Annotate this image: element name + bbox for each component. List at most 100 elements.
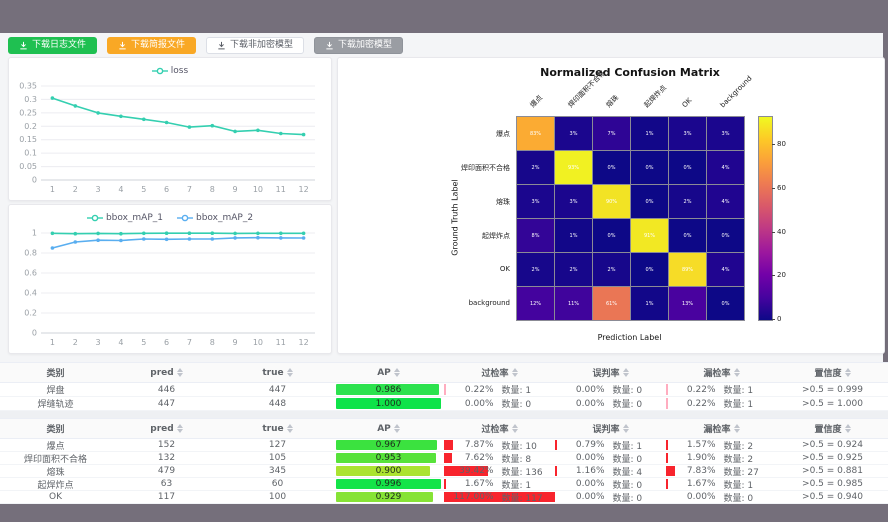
cell-misjudge-rate: 0.00% 数量: 0 [555, 383, 666, 397]
table-row: 焊盘 446 447 0.986 0.22% 数量: 1 0.00% 数量: 0 0.22% 数量… [0, 383, 888, 397]
cell-misjudge-rate: 0.00% 数量: 0 [555, 452, 666, 464]
col-header-true[interactable]: true [222, 424, 333, 434]
cell-misjudge-rate-count: 数量: 0 [612, 454, 643, 465]
col-header-confidence[interactable]: 置信度 [777, 422, 888, 435]
rate-bar [444, 466, 488, 476]
svg-text:4: 4 [118, 185, 123, 194]
col-header-ap[interactable]: AP [333, 424, 444, 434]
cm-row-label: background [468, 299, 510, 307]
col-header-category[interactable]: 类别 [0, 422, 111, 435]
svg-text:5: 5 [141, 185, 146, 194]
svg-text:8: 8 [210, 338, 215, 347]
rate-bar [666, 398, 668, 409]
svg-text:3: 3 [96, 338, 101, 347]
col-header-confidence[interactable]: 置信度 [777, 366, 888, 379]
sort-icon[interactable] [393, 424, 400, 433]
colorbar-tick-label: 20 [777, 271, 786, 280]
cell-over-rate-pct: 0.22% [464, 384, 494, 395]
col-header-label: 过检率 [481, 425, 509, 435]
legend-item-bbox_mAP_1[interactable]: bbox_mAP_1 [86, 213, 163, 223]
legend-line-icon [86, 214, 103, 222]
cm-cell: 1% [631, 117, 668, 150]
colorbar-tick-label: 0 [777, 315, 782, 323]
ap-bar [336, 479, 441, 489]
cell-miss-rate-pct: 1.57% [686, 440, 716, 450]
col-header-miss_rate[interactable]: 漏检率 [666, 366, 777, 379]
col-header-label: pred [150, 423, 174, 434]
svg-text:11: 11 [276, 338, 286, 347]
sort-icon[interactable] [286, 424, 293, 433]
legend-item-loss[interactable]: loss [151, 66, 188, 76]
cell-miss-rate-count: 数量: 27 [723, 467, 759, 478]
col-header-over_rate[interactable]: 过检率 [444, 422, 555, 435]
sort-icon[interactable] [733, 424, 740, 433]
cm-cell: 89% [669, 253, 706, 286]
download-unencrypted-model-button[interactable]: 下载非加密模型 [206, 37, 305, 54]
col-header-misjudge_rate[interactable]: 误判率 [555, 422, 666, 435]
sort-icon[interactable] [393, 368, 400, 377]
col-header-pred[interactable]: pred [111, 368, 222, 378]
cell-misjudge-rate: 0.00% 数量: 0 [555, 478, 666, 490]
download-icon [20, 41, 27, 50]
cm-col-label: 熔珠 [604, 93, 621, 110]
download-encrypted-model-button[interactable]: 下载加密模型 [314, 37, 404, 54]
sort-icon[interactable] [844, 368, 851, 377]
svg-text:1: 1 [50, 338, 55, 347]
download-report-button[interactable]: 下载简报文件 [107, 37, 197, 54]
cell-over-rate-pct: 7.87% [464, 440, 494, 450]
col-header-ap[interactable]: AP [333, 368, 444, 378]
cell-true: 448 [268, 398, 287, 409]
cell-pred: 152 [157, 440, 176, 450]
cell-miss-rate-count: 数量: 1 [723, 480, 754, 491]
cm-cell: 2% [517, 151, 554, 184]
download-icon [119, 41, 126, 50]
sort-icon[interactable] [733, 368, 740, 377]
rate-bar [555, 466, 557, 476]
cell-confidence: >0.5 = 0.881 [802, 466, 863, 476]
cm-cell: 83% [517, 117, 554, 150]
sort-icon[interactable] [176, 368, 183, 377]
cell-pred: 63 [160, 479, 173, 489]
legend-label: bbox_mAP_1 [105, 213, 163, 223]
rate-bar [666, 384, 668, 395]
svg-text:6: 6 [164, 185, 169, 194]
cell-over-rate: 39.42% 数量: 136 [444, 465, 555, 477]
cm-cell: 3% [517, 185, 554, 218]
col-header-category[interactable]: 类别 [0, 366, 111, 379]
svg-text:0.6: 0.6 [24, 269, 37, 278]
cell-over-rate-count: 数量: 1 [501, 386, 532, 396]
col-header-true[interactable]: true [222, 368, 333, 378]
rate-bar [666, 479, 668, 489]
sort-icon[interactable] [622, 368, 629, 377]
cell-over-rate-pct: 117.00% [453, 492, 494, 502]
rate-bar [444, 479, 446, 489]
col-header-miss_rate[interactable]: 漏检率 [666, 422, 777, 435]
col-header-misjudge_rate[interactable]: 误判率 [555, 366, 666, 379]
sort-icon[interactable] [176, 424, 183, 433]
dashboard-content: 下载日志文件 下载简报文件 下载非加密模型 下载加密模型 loss 0 0.05 0.1 0.… [0, 33, 888, 504]
sort-icon[interactable] [622, 424, 629, 433]
sort-icon[interactable] [286, 368, 293, 377]
col-header-over_rate[interactable]: 过检率 [444, 366, 555, 379]
download-log-button[interactable]: 下载日志文件 [8, 37, 98, 54]
cm-cell: 93% [555, 151, 592, 184]
toolbar: 下载日志文件 下载简报文件 下载非加密模型 下载加密模型 [8, 37, 404, 54]
sort-icon[interactable] [511, 368, 518, 377]
cm-x-axis-label: Prediction Label [597, 333, 662, 342]
sort-icon[interactable] [511, 424, 518, 433]
table-row: OK 117 100 0.929 117.00% 数量: 117 0.00% 数量: 0 0.0… [0, 491, 888, 504]
rate-bar [444, 384, 446, 395]
svg-text:12: 12 [298, 185, 308, 194]
cell-misjudge-rate-count: 数量: 1 [612, 441, 643, 452]
svg-text:7: 7 [187, 338, 192, 347]
cell-pred: 479 [157, 466, 176, 476]
legend-item-bbox_mAP_2[interactable]: bbox_mAP_2 [177, 213, 253, 223]
card-bbox-plot: 00.20.40.60.811 2 3 4 5 6 7 8 9 10 11 12 [24, 229, 315, 347]
cell-ap: 0.900 [333, 465, 444, 477]
ap-bar [336, 453, 436, 463]
cm-cell: 11% [555, 287, 592, 320]
table-header-row: 类别 pred true AP 过检率 误判率 漏检率 置信度 [0, 419, 888, 439]
sort-icon[interactable] [844, 424, 851, 433]
col-header-pred[interactable]: pred [111, 424, 222, 434]
ap-value: 0.967 [375, 440, 402, 450]
